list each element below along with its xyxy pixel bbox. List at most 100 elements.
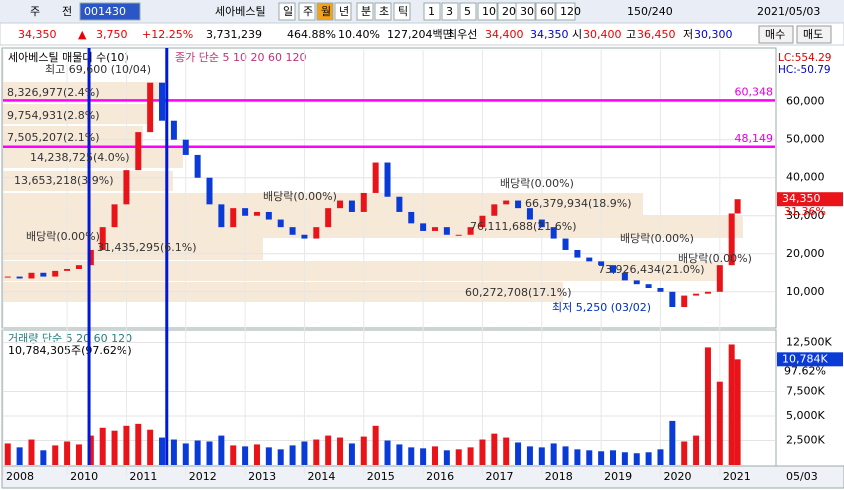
toolbar-button[interactable] [515, 2, 536, 21]
toolbar-button[interactable] [423, 2, 441, 21]
x-tick-label: 2010 [70, 470, 98, 483]
y-tick-label: 5,000K [786, 409, 825, 422]
volume-bar [645, 452, 652, 465]
volume-bar [716, 381, 723, 465]
annotation: 76,111,688(21.6%) [470, 220, 577, 233]
candle [182, 139, 189, 155]
toolbar-button[interactable] [555, 2, 576, 21]
volume-bar [123, 425, 130, 465]
info-text: 34,400 [485, 28, 524, 41]
info-text: 3,731,239 [206, 28, 262, 41]
toolbar-button[interactable] [535, 2, 556, 21]
current-change: 31.36% [784, 205, 826, 218]
order-button[interactable] [758, 25, 794, 44]
annotation: 60,272,708(17.1%) [465, 286, 572, 299]
volume-bar [657, 449, 664, 465]
annotation: 최고 69,600 (10/04) [45, 63, 151, 76]
volume-bar [455, 449, 462, 465]
toolbar-text[interactable]: 60 [540, 5, 554, 18]
toolbar-button[interactable] [334, 2, 352, 21]
annotation: 73,926,434(21.0%) [598, 263, 705, 276]
candle [562, 238, 569, 250]
candle [734, 199, 741, 214]
toolbar-text[interactable]: 분 [361, 5, 371, 18]
volume-bar [515, 442, 522, 465]
y-tick-label: 50,000 [786, 133, 825, 146]
y-tick-label: 7,500K [786, 385, 825, 398]
info-text[interactable]: 매수 [765, 28, 785, 41]
candle [503, 200, 510, 205]
toolbar-button[interactable] [278, 2, 296, 21]
volume-bar [159, 437, 166, 465]
candle [277, 219, 284, 228]
candle [99, 227, 106, 250]
toolbar-row2 [0, 22, 844, 46]
toolbar-text[interactable]: 3 [446, 5, 453, 18]
volume-bar [372, 425, 379, 465]
volume-bar [242, 446, 249, 465]
volume-bar [265, 447, 272, 465]
corner-label: LC:554.29 [778, 52, 831, 64]
volume-bar [16, 447, 23, 465]
x-tick-label: 2008 [6, 470, 34, 483]
volume-bar [99, 427, 106, 465]
info-text[interactable]: 매도 [803, 28, 823, 41]
volume-bar [360, 436, 367, 465]
volume-bar [728, 344, 735, 465]
toolbar-text: 150 [627, 5, 648, 18]
toolbar-button[interactable] [459, 2, 477, 21]
y-tick-label: 60,000 [786, 95, 825, 108]
toolbar-button[interactable] [316, 2, 334, 21]
toolbar-text[interactable]: 1 [428, 5, 435, 18]
volume-bar [218, 435, 225, 465]
toolbar-button[interactable] [441, 2, 459, 21]
candle [669, 291, 676, 307]
volume-bar [610, 450, 617, 465]
corner-label: HC:-50.79 [778, 64, 831, 76]
candle [455, 234, 462, 236]
toolbar-button[interactable] [298, 2, 316, 21]
toolbar-text[interactable]: 120 [560, 5, 581, 18]
x-tick-label: 2013 [248, 470, 276, 483]
candle [716, 265, 723, 292]
volume-bar [621, 452, 628, 465]
candle [194, 154, 201, 178]
candle [515, 200, 522, 209]
toolbar-text[interactable]: 일 [283, 4, 293, 18]
toolbar-text[interactable]: 틱 [398, 5, 408, 18]
toolbar-text[interactable]: 초 [379, 5, 389, 18]
info-text: 시 [572, 28, 582, 41]
info-text: 30,400 [583, 28, 622, 41]
volume-bar [431, 446, 438, 465]
toolbar-button[interactable] [79, 2, 141, 21]
profile-band [3, 261, 723, 281]
toolbar-button[interactable] [393, 2, 411, 21]
candle [704, 291, 711, 294]
info-text: 464.88% [287, 28, 336, 41]
candle [253, 211, 260, 216]
profile-band [3, 126, 143, 146]
toolbar-text[interactable]: 30 [520, 5, 534, 18]
toolbar-button[interactable] [477, 2, 498, 21]
candle [681, 295, 688, 307]
volume-bar [503, 437, 510, 465]
toolbar-text[interactable]: 주 [303, 5, 313, 18]
toolbar-text[interactable]: 월 [321, 5, 331, 18]
volume-bar [337, 437, 344, 465]
candle [657, 287, 664, 292]
current-volume-box [777, 352, 843, 367]
toolbar-text[interactable]: 20 [502, 5, 516, 18]
toolbar-text[interactable]: 년 [339, 5, 349, 18]
toolbar-button[interactable] [374, 2, 392, 21]
candle [693, 293, 700, 296]
current-volume-change: 97.62% [784, 364, 826, 377]
toolbar-text[interactable]: 5 [464, 5, 471, 18]
volume-bar [586, 450, 593, 465]
order-button[interactable] [796, 25, 832, 44]
info-text: 30,300 [694, 28, 733, 41]
toolbar-button[interactable] [356, 2, 374, 21]
volume-bar [526, 446, 533, 465]
volume-bar [420, 448, 427, 465]
toolbar-text[interactable]: 10 [482, 5, 496, 18]
candle [467, 227, 474, 235]
